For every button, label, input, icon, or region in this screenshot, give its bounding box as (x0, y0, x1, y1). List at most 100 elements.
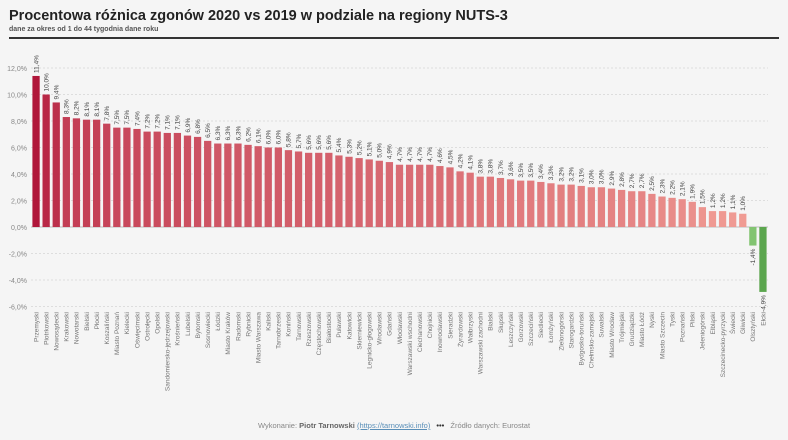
data-label: 6,2% (245, 127, 252, 142)
x-tick-label: Legnicko-głogowski (367, 312, 374, 369)
x-tick-label: Bytomski (195, 312, 202, 338)
bar (567, 184, 575, 227)
bar (496, 177, 505, 227)
x-tick-label: Miasto Szczecin (659, 312, 666, 359)
data-label: 4,5% (447, 149, 454, 164)
data-label: 6,3% (235, 125, 242, 140)
data-label: 3,2% (558, 167, 565, 182)
bar (547, 183, 555, 227)
bar (214, 143, 222, 227)
x-tick-label: Poznański (679, 312, 686, 342)
bar (32, 75, 40, 227)
bar (557, 184, 565, 227)
x-tick-label: Puławski (336, 312, 343, 338)
x-tick-label: Opolski (154, 312, 161, 334)
bar (183, 135, 192, 227)
bar (133, 128, 141, 227)
bar (385, 162, 394, 227)
bar (284, 150, 293, 227)
bar (698, 207, 707, 227)
data-label: 7,5% (114, 110, 121, 125)
bar (426, 164, 434, 227)
data-label: 5,6% (326, 135, 333, 150)
x-tick-label: Nowotarski (74, 312, 81, 344)
x-tick-label: Rybnicki (245, 312, 252, 337)
y-tick-label: 8,0% (11, 119, 27, 126)
x-tick-label: Krośnieński (175, 312, 182, 346)
bar (315, 152, 323, 227)
data-label: 5,6% (306, 135, 313, 150)
x-tick-label: Bielski (84, 312, 91, 331)
bar (72, 118, 81, 227)
bar (113, 127, 121, 227)
data-label: 3,5% (528, 163, 535, 178)
data-label: 2,9% (609, 171, 616, 186)
data-label: 8,1% (84, 102, 91, 117)
footer-link[interactable]: (https://tarnowski.info) (356, 421, 431, 430)
bar (294, 151, 303, 227)
x-tick-label: Sieradzki (447, 312, 454, 339)
data-label: 5,4% (336, 137, 343, 152)
bar (355, 158, 363, 227)
x-tick-label: Sosnowiecki (205, 312, 212, 348)
data-label: 5,3% (346, 139, 353, 154)
data-label: 8,1% (94, 102, 101, 117)
bar (103, 123, 111, 227)
data-label: 1,5% (700, 189, 707, 204)
x-tick-label: Kielecki (124, 312, 131, 334)
bar (486, 176, 494, 227)
bar (42, 94, 50, 227)
bar (476, 176, 484, 227)
x-tick-label: Ostrołęcki (144, 312, 151, 341)
data-label: 5,1% (367, 141, 374, 156)
x-tick-label: Włocławski (397, 312, 404, 344)
bar (466, 172, 474, 227)
data-label: 1,9% (690, 184, 697, 199)
x-tick-label: Olsztyński (750, 312, 757, 342)
x-tick-label: Sandomiersko-jędrzejowski (165, 312, 172, 391)
x-tick-label: Gdański (387, 312, 394, 336)
data-label: 3,0% (589, 169, 596, 184)
bar (173, 132, 182, 227)
data-label: 2,5% (649, 176, 656, 191)
x-tick-label: Zielonogórski (558, 312, 565, 351)
data-label: -1,4% (750, 248, 757, 265)
data-label: 3,5% (518, 163, 525, 178)
x-tick-label: Radomski (235, 312, 242, 341)
data-label: 5,0% (377, 143, 384, 158)
data-label: 6,9% (185, 118, 192, 133)
x-tick-label: Łomżyński (548, 312, 555, 343)
bar (628, 191, 636, 227)
bar (648, 193, 656, 227)
x-tick-label: Siedlecki (538, 312, 545, 338)
bar (688, 201, 696, 227)
footer-separator: ••• (436, 421, 445, 430)
bar (537, 181, 545, 227)
x-tick-label: Miasto Poznań (114, 312, 121, 355)
x-tick-label: Bialski (488, 312, 495, 331)
data-label: 6,3% (215, 125, 222, 140)
bar (617, 189, 626, 227)
x-tick-label: Miasto Warszawa (255, 312, 262, 363)
x-tick-label: Miasto Łódź (639, 312, 646, 347)
bar (204, 140, 212, 227)
x-tick-label: Inowrocławski (437, 312, 444, 352)
x-tick-label: Jeleniogórski (700, 312, 707, 350)
y-tick-label: 6,0% (11, 146, 27, 153)
bar (446, 167, 454, 227)
data-label: 7,2% (154, 114, 161, 129)
bar (82, 119, 91, 227)
bar (52, 102, 60, 227)
bar (143, 131, 151, 227)
bar (305, 152, 313, 227)
y-tick-label: -4,0% (9, 278, 27, 285)
x-tick-label: Trójmiejski (619, 312, 626, 343)
bar (405, 164, 414, 227)
data-label: 7,1% (165, 115, 172, 130)
bar (607, 188, 616, 227)
data-label: 4,7% (417, 147, 424, 162)
x-tick-label: Suwalski (599, 312, 606, 338)
data-label: 7,5% (124, 110, 131, 125)
data-label: 7,4% (134, 111, 141, 126)
data-label: 4,2% (457, 153, 464, 168)
